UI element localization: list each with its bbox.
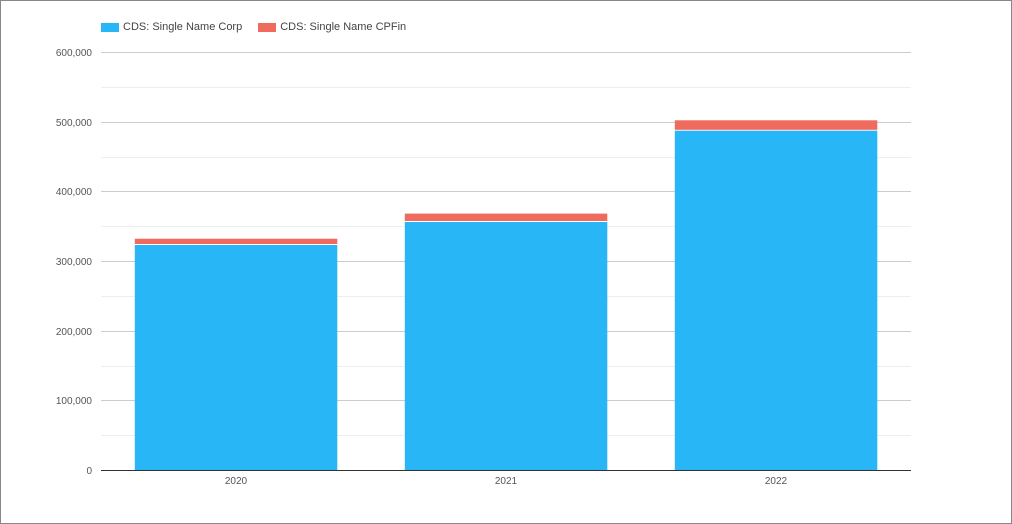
bar-2021-series-0[interactable] (404, 222, 608, 470)
x-tick-label: 2020 (225, 476, 248, 487)
y-tick-label: 500,000 (56, 118, 93, 129)
bar-2021-series-1[interactable] (404, 213, 608, 221)
y-tick-label: 200,000 (56, 327, 93, 338)
y-tick-label: 0 (86, 466, 92, 477)
legend-item-corp[interactable]: CDS: Single Name Corp (101, 21, 242, 33)
legend-swatch-cpfin (258, 22, 277, 32)
y-tick-label: 400,000 (56, 187, 93, 198)
legend-swatch-corp (101, 22, 119, 32)
x-tick-label: 2022 (765, 476, 788, 487)
axes: 0 100,000 200,000 300,000 400,000 500,000 600,… (56, 48, 911, 487)
bar-2022-series-0[interactable] (674, 130, 878, 470)
legend-item-cpfin[interactable]: CDS: Single Name CPFin (258, 21, 406, 33)
legend-label-corp: CDS: Single Name Corp (123, 21, 243, 33)
bar-2020-series-1[interactable] (134, 238, 338, 244)
legend-label-cpfin: CDS: Single Name CPFin (280, 21, 407, 33)
y-tick-label: 100,000 (56, 396, 93, 407)
bar-2022-series-1[interactable] (674, 120, 878, 130)
legend: CDS: Single Name Corp CDS: Single Name C… (101, 21, 422, 33)
bars (134, 120, 878, 470)
x-tick-label: 2021 (495, 476, 518, 487)
y-tick-label: 300,000 (56, 257, 93, 268)
bar-2020-series-0[interactable] (134, 245, 338, 470)
y-tick-label: 600,000 (56, 48, 93, 59)
